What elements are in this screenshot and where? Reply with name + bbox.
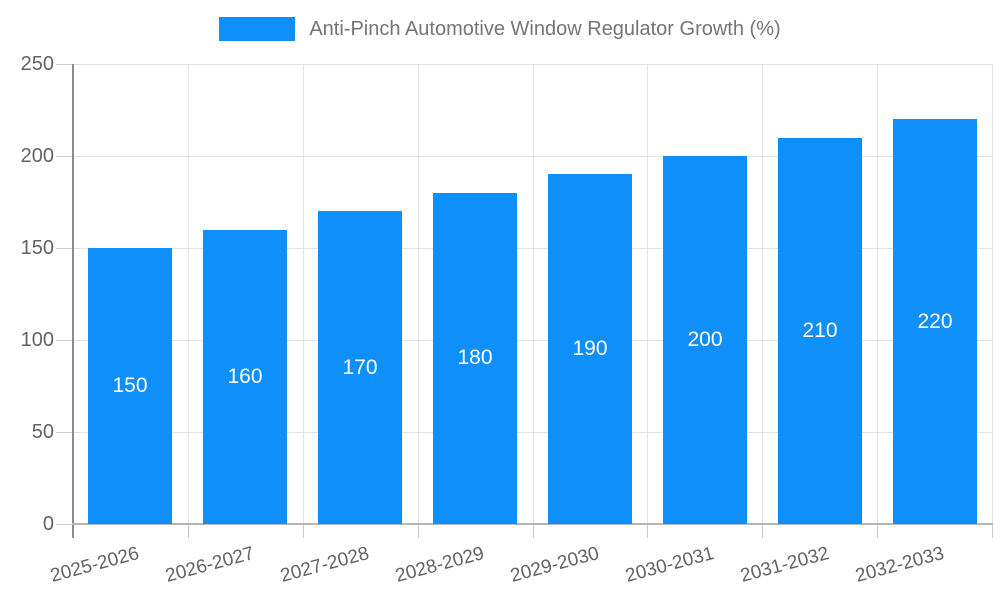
bar-value-label: 170 [342,356,378,379]
legend-swatch [219,17,296,41]
y-axis-tick [56,64,73,65]
y-gridline [73,64,992,65]
y-axis [72,64,74,538]
bar-value-label: 220 [917,310,953,333]
bar [203,230,287,524]
bar-value-label: 190 [572,337,608,360]
x-gridline [992,64,993,524]
x-gridline [303,64,304,524]
bar-value-label: 210 [802,319,838,342]
y-axis-tick [56,524,73,525]
plot-area: 0 50 100 150 200 250 150 2025-2026 160 2026-2027 1… [21,53,993,587]
legend-label: Anti-Pinch Automotive Window Regulator G… [309,18,781,40]
x-axis-tick [877,524,878,538]
x-axis-tick [992,524,993,538]
y-axis-label: 0 [42,513,54,535]
y-axis-label: 200 [20,145,54,167]
y-gridline [73,340,992,341]
y-axis-tick [56,248,73,249]
bar [778,138,862,524]
x-gridline [647,64,648,524]
x-axis-tick [647,524,648,538]
x-gridline [533,64,534,524]
bar-value-label: 180 [457,346,493,369]
x-axis-tick [533,524,534,538]
y-axis-tick [56,340,73,341]
y-gridline [73,156,992,157]
bar [88,248,172,524]
x-axis-tick [188,524,189,538]
bar [893,119,977,524]
x-gridline [877,64,878,524]
bar-value-label: 150 [112,374,148,397]
y-axis-tick [56,432,73,433]
bar [663,156,747,524]
x-axis-tick [762,524,763,538]
y-axis-label: 100 [20,329,54,351]
bar [548,174,632,524]
x-axis-tick [303,524,304,538]
y-gridline [73,432,992,433]
chart-legend: Anti-Pinch Automotive Window Regulator G… [0,17,1000,41]
x-gridline [188,64,189,524]
x-gridline [418,64,419,524]
x-axis-tick [418,524,419,538]
x-gridline [762,64,763,524]
y-axis-tick [56,156,73,157]
y-axis-label: 150 [20,237,54,259]
bar [433,193,517,524]
y-axis-label: 50 [31,421,54,443]
bar-value-label: 200 [687,328,723,351]
x-axis [72,523,993,525]
y-gridline [73,248,992,249]
bar-value-label: 160 [227,365,263,388]
y-axis-label: 250 [20,53,54,75]
bar [318,211,402,524]
